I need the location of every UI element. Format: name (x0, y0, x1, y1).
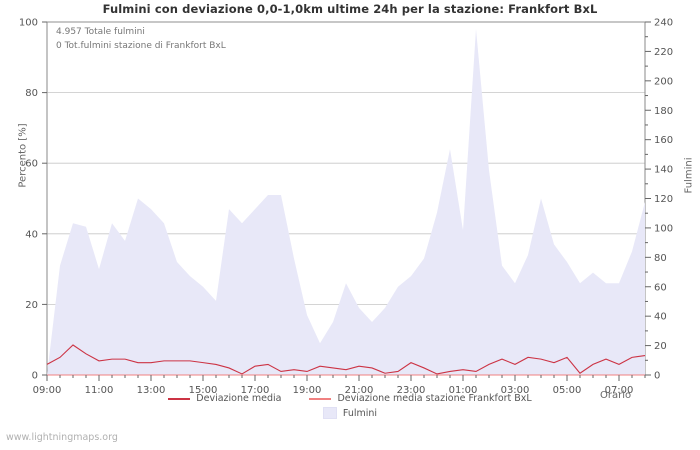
x-axis-tick-label: 05:00 (553, 385, 582, 396)
y-axis-left-tick-label: 80 (25, 88, 38, 99)
y-axis-left-tick-label: 20 (25, 300, 38, 311)
annotation-station-total: 0 Tot.fulmini stazione di Frankfort BxL (56, 41, 226, 51)
y-axis-right-tick-label: 0 (654, 371, 660, 382)
y-axis-right-label: Fulmini (683, 157, 695, 194)
x-axis-tick-label: 09:00 (33, 385, 62, 396)
line-series-deviazione-media (46, 344, 646, 375)
area-series-fulmini (47, 29, 645, 376)
y-axis-right-tick-label: 240 (654, 18, 673, 29)
x-axis-label: Orario (600, 390, 632, 401)
x-axis-tick-label: 07:00 (605, 385, 634, 396)
chart-legend: Deviazione media Deviazione media stazio… (0, 393, 700, 419)
y-axis-right-tick-label: 120 (654, 194, 673, 205)
legend-row-secondary: Fulmini (0, 407, 700, 419)
y-axis-right-tick-label: 60 (654, 282, 667, 293)
x-axis-tick-label: 11:00 (85, 385, 114, 396)
legend-item-deviazione-media[interactable]: Deviazione media (168, 393, 281, 404)
legend-item-deviazione-stazione[interactable]: Deviazione media stazione Frankfort BxL (309, 393, 532, 404)
y-axis-right-tick-label: 80 (654, 253, 667, 264)
legend-line-swatch-station-deviation (309, 397, 332, 400)
x-axis-tick-label: 03:00 (501, 385, 530, 396)
x-axis-tick-label: 23:00 (397, 385, 426, 396)
x-axis-tick-label: 01:00 (449, 385, 478, 396)
y-axis-left-tick-label: 40 (25, 229, 38, 240)
annotation-total-lightning: 4.957 Totale fulmini (56, 27, 145, 37)
legend-label-station-deviation: Deviazione media stazione Frankfort BxL (337, 393, 532, 404)
legend-item-fulmini[interactable]: Fulmini (322, 407, 378, 419)
legend-line-swatch-deviation (168, 397, 191, 400)
x-axis-tick-label: 13:00 (137, 385, 166, 396)
y-axis-left-tick-label: 60 (25, 159, 38, 170)
y-axis-right-tick-label: 140 (654, 165, 673, 176)
legend-row-primary: Deviazione media Deviazione media stazio… (0, 393, 700, 404)
y-axis-right-tick-label: 20 (654, 341, 667, 352)
x-axis-tick-label: 15:00 (189, 385, 218, 396)
y-axis-right-tick-label: 40 (654, 312, 667, 323)
y-axis-right-tick-label: 180 (654, 106, 673, 117)
x-axis-tick-label: 17:00 (241, 385, 270, 396)
legend-label-deviation: Deviazione media (196, 393, 282, 404)
y-axis-left-label: Percento [%] (17, 123, 29, 188)
chart-title: Fulmini con deviazione 0,0-1,0km ultime … (102, 2, 598, 16)
y-axis-right-tick-label: 220 (654, 47, 673, 58)
y-axis-right-tick-label: 200 (654, 76, 673, 87)
y-axis-left-tick-label: 0 (32, 371, 38, 382)
legend-area-swatch-fulmini (322, 407, 337, 419)
y-axis-right-tick-label: 160 (654, 135, 673, 146)
x-axis-tick-label: 19:00 (293, 385, 322, 396)
footer-watermark: www.lightningmaps.org (6, 432, 118, 443)
y-axis-right-tick-label: 100 (654, 223, 673, 234)
y-axis-left-tick-label: 100 (19, 18, 38, 29)
x-axis-tick-label: 21:00 (345, 385, 374, 396)
legend-label-fulmini: Fulmini (342, 407, 378, 419)
